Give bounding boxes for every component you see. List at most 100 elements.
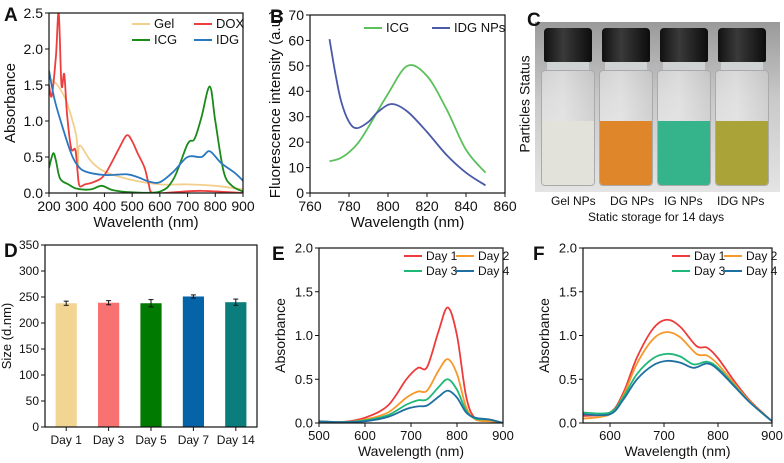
y-tick-label: 2.5 bbox=[24, 5, 44, 21]
panel-b: B 0 10 20 30 40 50 60 70 760 780 800 820 840 860 ICG IDG… bbox=[267, 7, 517, 231]
x-tick-label: 700 bbox=[653, 428, 675, 443]
series-line-day-4 bbox=[583, 359, 772, 422]
series-line-idg-nps bbox=[328, 39, 486, 187]
x-tick-label: 840 bbox=[454, 198, 478, 214]
legend-label: Day 1 bbox=[694, 249, 726, 263]
bar bbox=[55, 303, 77, 427]
panel-a: A 0.0 0.5 1.0 1.5 2.0 2.5 200 300 400 500 600 700 800… bbox=[2, 5, 255, 231]
legend-label: Day 3 bbox=[426, 264, 458, 278]
plot-frame bbox=[48, 12, 244, 194]
y-tick-label: 60 bbox=[288, 32, 304, 48]
x-tick-label: 300 bbox=[65, 198, 89, 214]
vial-ig-nps bbox=[657, 28, 711, 188]
series-line-day-2 bbox=[583, 331, 772, 422]
vial-gel-nps bbox=[541, 28, 595, 188]
vial-cap bbox=[718, 28, 766, 62]
x-tick-label: Day 14 bbox=[217, 433, 255, 447]
series-line-day-2 bbox=[319, 358, 503, 423]
vial-liquid bbox=[600, 121, 652, 185]
y-tick-label: 0.0 bbox=[24, 185, 44, 201]
y-tick-label: 30 bbox=[288, 109, 304, 125]
x-tick-label: 800 bbox=[204, 198, 228, 214]
legend-label: IDG NPs bbox=[454, 20, 506, 35]
bar bbox=[140, 303, 162, 427]
x-axis-label: Wavelength (nm) bbox=[358, 443, 464, 459]
series-line-icg bbox=[329, 64, 487, 174]
x-tick-label: 600 bbox=[354, 428, 376, 443]
plot-frame bbox=[44, 244, 258, 428]
x-tick-label: Day 3 bbox=[93, 433, 125, 447]
vials-photo bbox=[535, 22, 780, 192]
legend-label: Day 4 bbox=[746, 264, 778, 278]
vial-cap bbox=[544, 28, 592, 62]
vial-dg-nps bbox=[599, 28, 653, 188]
y-tick-label: 50 bbox=[288, 58, 304, 74]
y-axis-label: Absorbance bbox=[2, 63, 19, 143]
storage-caption: Static storage for 14 days bbox=[588, 210, 725, 224]
legend-label: ICG bbox=[386, 20, 409, 35]
y-tick-label: 2.0 bbox=[295, 241, 313, 256]
series-line-day-4 bbox=[319, 389, 503, 423]
y-tick-label: 0.5 bbox=[295, 372, 313, 387]
x-tick-label: 860 bbox=[493, 198, 517, 214]
y-axis-label: Size (d.nm) bbox=[0, 303, 14, 369]
x-tick-label: 780 bbox=[337, 198, 361, 214]
vial-cap bbox=[660, 28, 708, 62]
y-tick-label: 1.0 bbox=[24, 113, 44, 129]
legend-label: Day 2 bbox=[746, 249, 778, 263]
y-tick-label: 300 bbox=[19, 264, 39, 278]
y-axis-label: Fluorescence intensity (a.u.) bbox=[267, 10, 284, 198]
panel-label: E bbox=[272, 244, 285, 265]
x-tick-label: Day 5 bbox=[135, 433, 167, 447]
y-axis-label: Absorbance bbox=[272, 298, 288, 373]
x-tick-label: 900 bbox=[761, 428, 783, 443]
x-tick-label: 200 bbox=[37, 198, 61, 214]
x-tick-label: 900 bbox=[231, 198, 255, 214]
x-tick-label: 500 bbox=[308, 428, 330, 443]
bar bbox=[225, 302, 247, 427]
y-tick-label: 70 bbox=[288, 7, 304, 23]
x-tick-label: 900 bbox=[492, 428, 514, 443]
x-axis-label: Wavelength (nm) bbox=[624, 443, 730, 459]
x-tick-label: 700 bbox=[176, 198, 200, 214]
series-line-day-3 bbox=[583, 352, 772, 422]
plot-frame bbox=[318, 247, 504, 424]
plot-frame bbox=[309, 14, 506, 194]
y-tick-label: 2.0 bbox=[559, 241, 577, 256]
vial-liquid bbox=[542, 121, 594, 185]
vial-idg-nps bbox=[715, 28, 769, 188]
x-tick-label: Day 1 bbox=[51, 433, 83, 447]
legend-label: DOX bbox=[216, 16, 245, 31]
y-tick-label: 1.0 bbox=[295, 328, 313, 343]
y-tick-label: 0.5 bbox=[559, 372, 577, 387]
y-tick-label: 0 bbox=[32, 420, 39, 434]
x-tick-label: 600 bbox=[148, 198, 172, 214]
y-tick-label: 20 bbox=[288, 134, 304, 150]
legend-label: Gel bbox=[154, 16, 174, 31]
x-tick-label: 800 bbox=[376, 198, 400, 214]
y-tick-label: 100 bbox=[19, 368, 39, 382]
y-axis-label: Absorbance bbox=[536, 298, 552, 373]
y-tick-label: 250 bbox=[19, 290, 39, 304]
y-tick-label: 150 bbox=[19, 342, 39, 356]
sample-label: IDG NPs bbox=[717, 194, 765, 208]
x-tick-label: 700 bbox=[400, 428, 422, 443]
series-line-dox bbox=[49, 13, 243, 193]
y-tick-label: 0.5 bbox=[24, 149, 44, 165]
x-tick-label: 400 bbox=[93, 198, 117, 214]
y-tick-label: 0.0 bbox=[559, 416, 577, 431]
x-tick-label: Day 7 bbox=[178, 433, 210, 447]
panel-label: A bbox=[4, 5, 18, 26]
x-axis-label: Wavelength (nm) bbox=[351, 214, 465, 231]
y-tick-label: 1.5 bbox=[24, 77, 44, 93]
y-tick-label: 350 bbox=[19, 238, 39, 252]
vial-liquid bbox=[716, 121, 768, 185]
legend-label: IDG bbox=[216, 32, 239, 47]
sample-label: IG NPs bbox=[664, 194, 703, 208]
legend-label: Day 2 bbox=[478, 249, 510, 263]
y-tick-label: 1.5 bbox=[559, 284, 577, 299]
y-tick-label: 50 bbox=[26, 394, 40, 408]
